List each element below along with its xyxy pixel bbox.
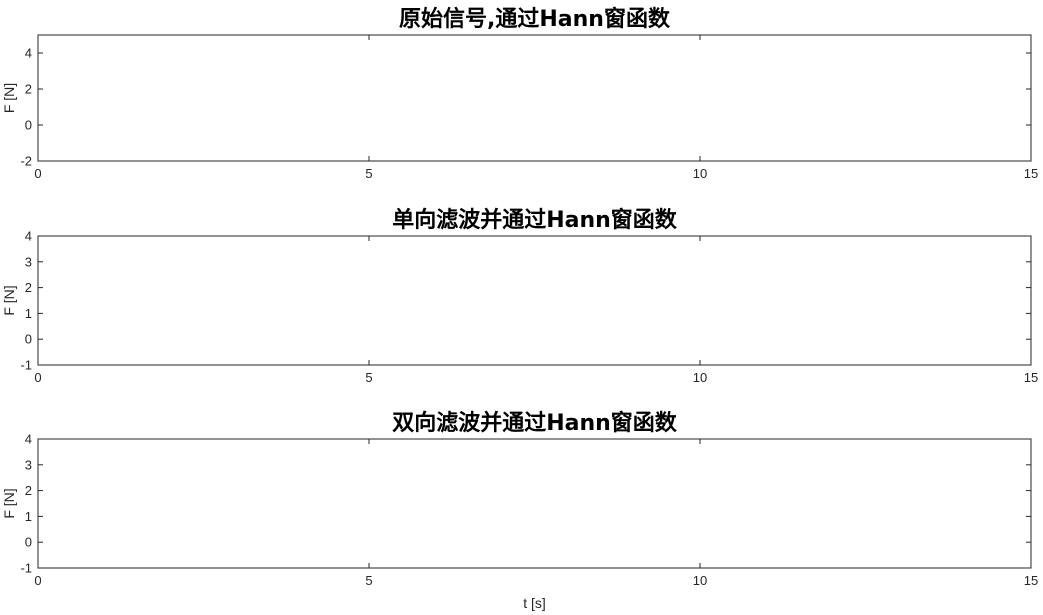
y-tick-label: 4 (25, 229, 32, 244)
y-tick-label: 2 (25, 483, 32, 498)
axes-frame (37, 235, 1032, 366)
y-tick-label: 2 (25, 280, 32, 295)
x-tick-label: 0 (34, 370, 41, 385)
y-tick-label: 4 (25, 46, 32, 61)
y-tick-label: -1 (20, 561, 32, 576)
x-tick-label: 10 (693, 573, 707, 588)
x-tick-label: 10 (693, 370, 707, 385)
y-tick-label: 1 (25, 306, 32, 321)
y-tick-label: 0 (25, 118, 32, 133)
chart-title: 双向滤波并通过Hann窗函数 (392, 410, 678, 436)
x-tick-label: 15 (1024, 370, 1038, 385)
y-axis-label: F [N] (1, 285, 17, 315)
x-tick-label: 10 (693, 166, 707, 181)
y-tick-label: 2 (25, 82, 32, 97)
axes-frame (37, 438, 1032, 569)
y-tick-label: 0 (25, 535, 32, 550)
axes-frame (37, 34, 1032, 162)
y-tick-label: -2 (20, 154, 32, 169)
y-axis-label: F [N] (1, 83, 17, 113)
x-tick-label: 5 (365, 370, 372, 385)
x-axis-label: t [s] (523, 595, 546, 611)
y-axis-label: F [N] (1, 488, 17, 518)
x-tick-label: 0 (34, 573, 41, 588)
x-tick-label: 0 (34, 166, 41, 181)
y-tick-label: 0 (25, 332, 32, 347)
y-tick-label: -1 (20, 358, 32, 373)
y-tick-label: 3 (25, 457, 32, 472)
y-tick-label: 4 (25, 432, 32, 447)
x-tick-label: 5 (365, 166, 372, 181)
chart-title: 原始信号,通过Hann窗函数 (399, 6, 671, 32)
chart-title: 单向滤波并通过Hann窗函数 (392, 207, 678, 233)
y-tick-label: 3 (25, 254, 32, 269)
x-tick-label: 15 (1024, 166, 1038, 181)
y-tick-label: 1 (25, 509, 32, 524)
x-tick-label: 5 (365, 573, 372, 588)
x-tick-label: 15 (1024, 573, 1038, 588)
